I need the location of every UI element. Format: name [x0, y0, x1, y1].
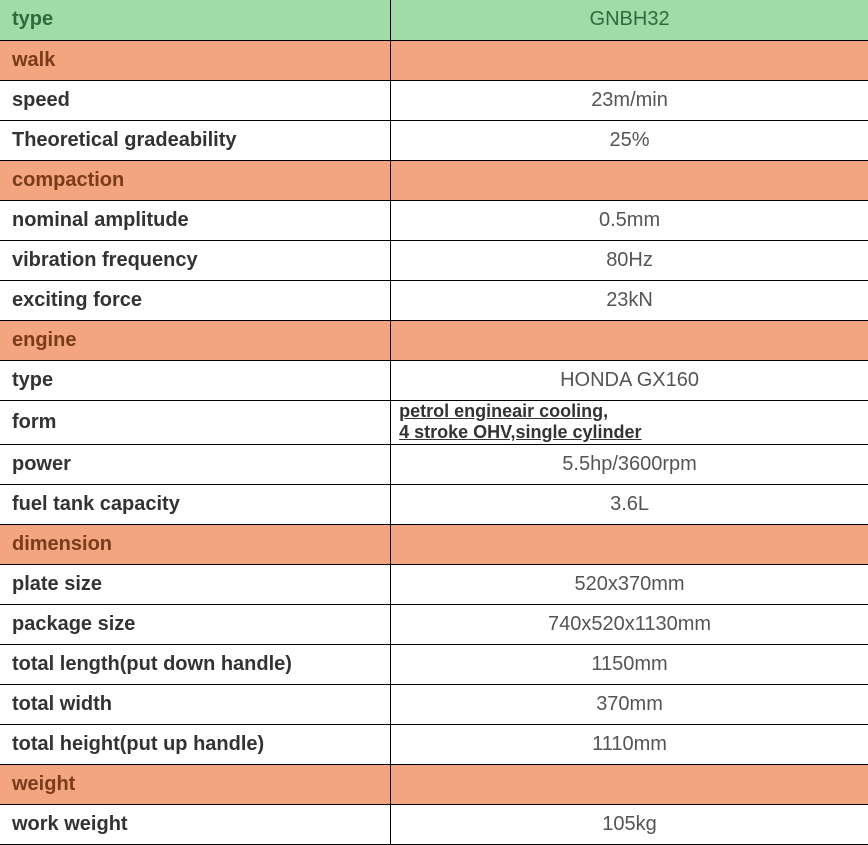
row-label: vibration frequency [0, 240, 391, 280]
row-value [391, 320, 868, 360]
row-value: 5.5hp/3600rpm [391, 444, 868, 484]
table-row: typeGNBH32 [0, 0, 868, 40]
table-row: weight [0, 764, 868, 804]
row-label: fuel tank capacity [0, 484, 391, 524]
row-label: type [0, 0, 391, 40]
row-label: exciting force [0, 280, 391, 320]
table-row: formpetrol engineair cooling, 4 stroke O… [0, 400, 868, 444]
table-row: total length(put down handle)1150mm [0, 644, 868, 684]
row-label: compaction [0, 160, 391, 200]
table-row: nominal amplitude0.5mm [0, 200, 868, 240]
spec-table-body: typeGNBH32walkspeed23m/minTheoretical gr… [0, 0, 868, 844]
row-label: weight [0, 764, 391, 804]
row-value: petrol engineair cooling, 4 stroke OHV,s… [391, 400, 868, 444]
row-value: 1110mm [391, 724, 868, 764]
row-label: form [0, 400, 391, 444]
row-value: 520x370mm [391, 564, 868, 604]
row-value: 740x520x1130mm [391, 604, 868, 644]
row-label: power [0, 444, 391, 484]
row-label: work weight [0, 804, 391, 844]
row-value: 23kN [391, 280, 868, 320]
row-label: dimension [0, 524, 391, 564]
table-row: total height(put up handle)1110mm [0, 724, 868, 764]
table-row: Theoretical gradeability25% [0, 120, 868, 160]
row-label: total width [0, 684, 391, 724]
row-value: 105kg [391, 804, 868, 844]
table-row: dimension [0, 524, 868, 564]
table-row: fuel tank capacity3.6L [0, 484, 868, 524]
row-label: type [0, 360, 391, 400]
spec-table: typeGNBH32walkspeed23m/minTheoretical gr… [0, 0, 868, 845]
row-label: speed [0, 80, 391, 120]
row-label: walk [0, 40, 391, 80]
row-value: 80Hz [391, 240, 868, 280]
row-label: total height(put up handle) [0, 724, 391, 764]
row-value [391, 524, 868, 564]
row-value [391, 40, 868, 80]
table-row: power5.5hp/3600rpm [0, 444, 868, 484]
table-row: package size740x520x1130mm [0, 604, 868, 644]
row-value [391, 160, 868, 200]
row-value: 25% [391, 120, 868, 160]
table-row: total width370mm [0, 684, 868, 724]
row-value: 0.5mm [391, 200, 868, 240]
row-value: 23m/min [391, 80, 868, 120]
table-row: plate size520x370mm [0, 564, 868, 604]
row-value: 1150mm [391, 644, 868, 684]
row-value: 370mm [391, 684, 868, 724]
table-row: work weight105kg [0, 804, 868, 844]
row-value: GNBH32 [391, 0, 868, 40]
row-value: 3.6L [391, 484, 868, 524]
row-label: total length(put down handle) [0, 644, 391, 684]
table-row: exciting force23kN [0, 280, 868, 320]
row-label: engine [0, 320, 391, 360]
table-row: typeHONDA GX160 [0, 360, 868, 400]
table-row: compaction [0, 160, 868, 200]
row-label: nominal amplitude [0, 200, 391, 240]
table-row: walk [0, 40, 868, 80]
table-row: speed23m/min [0, 80, 868, 120]
row-label: plate size [0, 564, 391, 604]
row-value: HONDA GX160 [391, 360, 868, 400]
table-row: vibration frequency80Hz [0, 240, 868, 280]
row-label: Theoretical gradeability [0, 120, 391, 160]
row-value [391, 764, 868, 804]
row-label: package size [0, 604, 391, 644]
table-row: engine [0, 320, 868, 360]
